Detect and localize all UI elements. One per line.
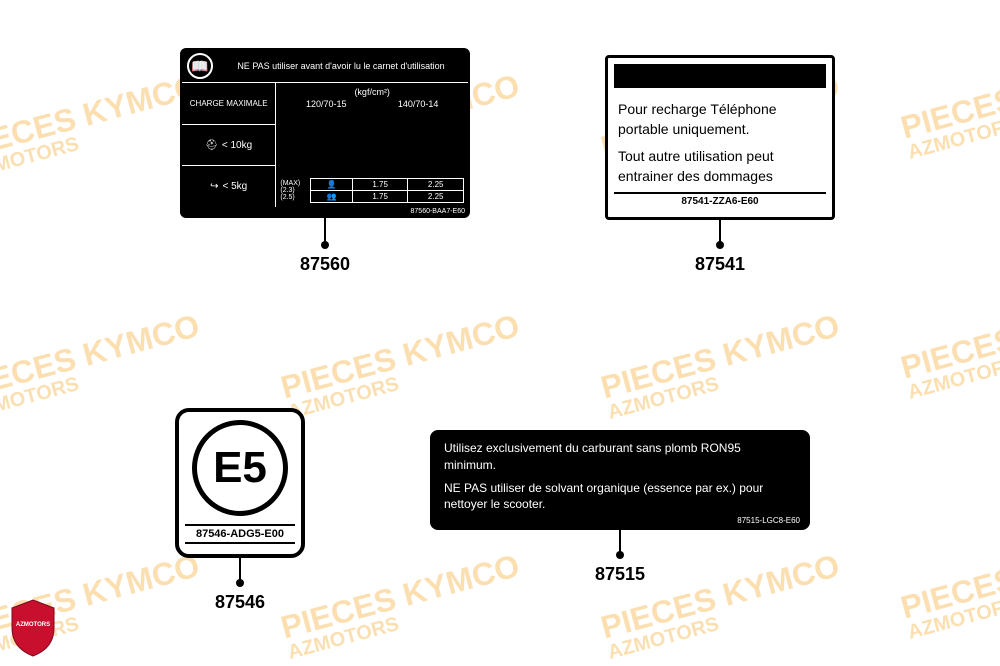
pressure-unit: (kgf/cm²)	[280, 87, 464, 97]
helmet-icon: ⛑	[205, 140, 218, 151]
watermark: PIECES KYMCOAZMOTORS	[0, 69, 208, 183]
weight-1: < 10kg	[222, 140, 252, 151]
watermark: PIECES KYMCOAZMOTORS	[897, 529, 1000, 643]
label-87541-header-bar	[614, 64, 826, 88]
watermark: PIECES KYMCOAZMOTORS	[277, 309, 527, 423]
label-87560: 📖 NE PAS utiliser avant d'avoir lu le ca…	[180, 48, 470, 218]
callout-87541: 87541	[695, 254, 745, 275]
watermark: PIECES KYMCOAZMOTORS	[897, 289, 1000, 403]
label-87541-line2: Tout autre utilisation peut entrainer de…	[618, 147, 822, 186]
pointer-87515	[619, 530, 621, 558]
callout-87560: 87560	[300, 254, 350, 275]
pointer-87541	[719, 220, 721, 248]
e5-code: E5	[213, 443, 267, 493]
svg-text:AZMOTORS: AZMOTORS	[16, 622, 50, 628]
watermark: PIECES KYMCOAZMOTORS	[897, 49, 1000, 163]
callout-87546: 87546	[215, 592, 265, 613]
charge-title: CHARGE MAXIMALE	[185, 99, 272, 108]
label-87541-partno: 87541-ZZA6-E60	[614, 192, 826, 209]
max-rear: (2.5)	[280, 194, 294, 201]
watermark: PIECES KYMCOAZMOTORS	[0, 309, 208, 423]
row-max-label: (MAX)	[280, 180, 306, 187]
label-87541: Pour recharge Téléphone portable uniquem…	[605, 55, 835, 220]
label-87515: Utilisez exclusivement du carburant sans…	[430, 430, 810, 530]
label-87541-line1: Pour recharge Téléphone portable uniquem…	[618, 100, 822, 139]
weight-2: < 5kg	[223, 181, 248, 192]
pointer-87546	[239, 558, 241, 586]
label-87515-line2: NE PAS utiliser de solvant organique (es…	[444, 480, 796, 514]
hook-icon: ↪	[210, 181, 218, 192]
label-87546-partno: 87546-ADG5-E00	[185, 524, 295, 544]
watermark: PIECES KYMCOAZMOTORS	[277, 549, 527, 663]
watermark: PIECES KYMCOAZMOTORS	[597, 309, 847, 423]
label-87560-partno: 87560-BAA7-E60	[182, 207, 468, 216]
tire-front: 120/70-15	[306, 99, 347, 109]
label-87546: E5 87546-ADG5-E00	[175, 408, 305, 558]
pointer-87560	[324, 218, 326, 248]
manual-icon: 📖	[187, 53, 213, 79]
tire-rear: 140/70-14	[398, 99, 439, 109]
azmotors-logo: AZMOTORS	[8, 598, 58, 658]
label-87515-partno: 87515-LGC8-E60	[737, 515, 800, 526]
label-87560-header: NE PAS utiliser avant d'avoir lu le carn…	[219, 61, 463, 72]
label-87515-line1: Utilisez exclusivement du carburant sans…	[444, 440, 796, 474]
max-front: (2.3)	[280, 187, 294, 194]
e5-circle: E5	[192, 420, 288, 516]
callout-87515: 87515	[595, 564, 645, 585]
pressure-table: 👤1.752.25 👥1.752.25	[310, 178, 464, 203]
